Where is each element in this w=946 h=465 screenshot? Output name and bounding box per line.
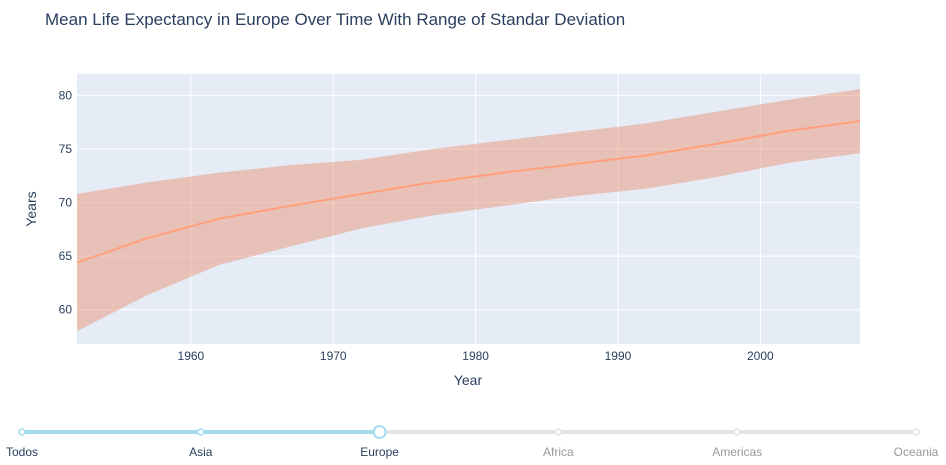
slider-step-dot[interactable] bbox=[18, 428, 26, 436]
y-axis-title: Years bbox=[23, 191, 39, 226]
slider-step-label[interactable]: Oceania bbox=[894, 445, 939, 459]
slider-step-asia[interactable]: Asia bbox=[189, 428, 213, 459]
slider-step-dot[interactable] bbox=[554, 428, 563, 436]
slider-step-dot[interactable] bbox=[733, 428, 741, 436]
slider-step-europe[interactable]: Europe bbox=[360, 425, 399, 459]
x-tick-label: 2000 bbox=[747, 349, 774, 363]
slider-step-oceania[interactable]: Oceania bbox=[894, 428, 939, 459]
y-tick-label: 60 bbox=[59, 303, 73, 317]
slider-step-americas[interactable]: Americas bbox=[712, 428, 762, 459]
slider-step-dot[interactable] bbox=[197, 428, 205, 436]
x-tick-label: 1980 bbox=[462, 349, 489, 363]
y-tick-label: 70 bbox=[59, 196, 73, 210]
slider-step-label[interactable]: Todos bbox=[6, 445, 38, 459]
slider-step-dot[interactable] bbox=[912, 428, 920, 436]
x-tick-label: 1990 bbox=[605, 349, 632, 363]
y-tick-label: 65 bbox=[59, 249, 73, 263]
slider-step-africa[interactable]: Africa bbox=[543, 428, 574, 459]
y-axis-ticks: 60 65 70 75 80 bbox=[59, 88, 73, 316]
std-deviation-band bbox=[77, 89, 860, 332]
mean-line bbox=[76, 120, 861, 264]
slider-step-label[interactable]: Europe bbox=[360, 445, 399, 459]
slider-step-label[interactable]: Americas bbox=[712, 445, 762, 459]
slider-knob[interactable] bbox=[372, 425, 387, 439]
mean-life-expectancy-line bbox=[76, 120, 861, 264]
y-tick-label: 75 bbox=[59, 142, 73, 156]
slider-step-label[interactable]: Africa bbox=[543, 445, 574, 459]
x-tick-label: 1970 bbox=[320, 349, 347, 363]
std-band bbox=[77, 89, 860, 332]
slider-step-todos[interactable]: Todos bbox=[6, 428, 38, 459]
x-tick-label: 1960 bbox=[178, 349, 205, 363]
x-axis-ticks: 1960 1970 1980 1990 2000 bbox=[178, 349, 774, 363]
region-slider[interactable]: Todos Asia Europe Africa Americas Oceania bbox=[6, 425, 939, 459]
slider-step-label[interactable]: Asia bbox=[189, 445, 213, 459]
chart-title: Mean Life Expectancy in Europe Over Time… bbox=[45, 10, 625, 29]
y-tick-label: 80 bbox=[59, 88, 73, 102]
x-axis-title: Year bbox=[454, 372, 483, 388]
